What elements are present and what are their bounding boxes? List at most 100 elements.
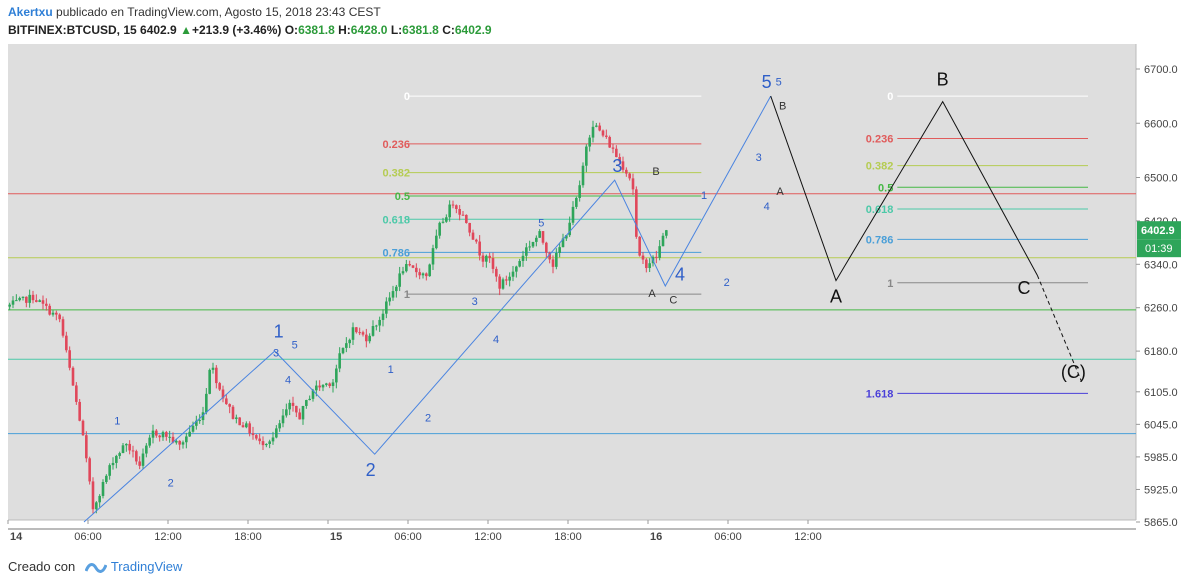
candle-body	[401, 271, 405, 274]
last-price: 6402.9	[140, 23, 177, 37]
candle-body	[628, 173, 631, 179]
candle-body	[441, 221, 445, 223]
candle-body	[661, 235, 665, 247]
candle-body	[395, 286, 398, 292]
candle-body	[8, 304, 11, 307]
y-tick-label: 5985.0	[1144, 452, 1178, 464]
candle-body	[191, 425, 195, 432]
candle-body	[448, 204, 451, 218]
y-tick-label: 6700.0	[1144, 64, 1178, 76]
candle-body	[331, 382, 335, 387]
candles-group	[8, 120, 668, 514]
elliott-wave-line	[83, 95, 772, 523]
y-tick-label: 5865.0	[1144, 517, 1178, 529]
x-tick-label: 16	[650, 531, 662, 543]
candle-body	[381, 313, 385, 320]
candle-body	[38, 300, 41, 302]
candle-body	[461, 214, 465, 216]
wave-label: 1	[114, 415, 120, 427]
wave-label: 4	[285, 375, 291, 387]
candle-body	[198, 420, 201, 422]
price-chart[interactable]: 6700.06600.06500.06420.06340.06260.06180…	[0, 44, 1188, 550]
candle-body	[418, 272, 421, 276]
current-price-label: 6402.9	[1141, 225, 1175, 237]
correction-line	[770, 95, 1038, 282]
candle-body	[315, 385, 318, 391]
candle-body	[11, 300, 15, 305]
candle-body	[165, 432, 168, 437]
candle-body	[365, 334, 368, 342]
wave-label: 5	[762, 72, 772, 92]
wave-label: B	[937, 69, 949, 89]
current-price-tag: 6402.9 01:39	[1137, 221, 1181, 258]
footer: Creado con TradingView	[8, 559, 182, 575]
candle-body	[178, 440, 181, 445]
wave-label: A	[776, 186, 784, 198]
candle-body	[588, 137, 591, 147]
tradingview-brand[interactable]: TradingView	[110, 559, 183, 574]
candle-body	[28, 294, 31, 303]
candle-body	[95, 502, 98, 510]
candle-body	[108, 465, 111, 476]
candle-body	[615, 148, 618, 158]
candle-body	[658, 246, 661, 258]
wave-label: 2	[724, 277, 730, 289]
wave-label: B	[779, 101, 786, 113]
candle-body	[171, 436, 175, 443]
candle-body	[655, 256, 658, 258]
wave-label: 5	[538, 217, 544, 229]
candle-body	[291, 402, 295, 406]
y-tick-label: 6500.0	[1144, 173, 1178, 185]
candle-body	[548, 252, 551, 260]
candle-body	[295, 405, 298, 413]
candle-body	[431, 248, 435, 265]
candle-body	[58, 314, 61, 320]
wave-label: 3	[472, 296, 478, 308]
candle-body	[71, 367, 75, 386]
candle-body	[51, 312, 55, 315]
candle-body	[201, 412, 205, 421]
candle-body	[445, 217, 448, 222]
candle-body	[261, 441, 265, 446]
wave-label: 1	[388, 364, 394, 376]
wave-label: 2	[168, 478, 174, 490]
wave-label: 1	[701, 190, 707, 202]
candle-body	[491, 258, 495, 269]
candle-body	[208, 369, 211, 394]
candle-body	[398, 273, 401, 287]
candle-body	[475, 239, 478, 242]
wave-label: 4	[675, 265, 685, 285]
candle-body	[511, 271, 515, 277]
author-name[interactable]: Akertxu	[8, 5, 53, 19]
x-tick-label: 14	[10, 531, 23, 543]
y-tick-label: 6045.0	[1144, 419, 1178, 431]
candle-body	[298, 412, 301, 420]
candle-body	[68, 350, 71, 368]
candle-body	[458, 209, 461, 215]
candle-body	[221, 389, 225, 399]
candle-body	[481, 255, 485, 262]
candle-body	[348, 339, 351, 344]
candle-body	[328, 383, 331, 387]
countdown-box	[1137, 239, 1181, 258]
candle-body	[271, 437, 275, 442]
candle-body	[175, 440, 178, 443]
candle-body	[168, 436, 171, 438]
candle-body	[228, 404, 231, 407]
created-with-label: Creado con	[8, 559, 76, 574]
candle-body	[131, 450, 135, 452]
candle-body	[425, 273, 428, 277]
open-value: 6381.8	[298, 23, 335, 37]
candle-body	[351, 327, 355, 340]
candle-body	[361, 332, 365, 335]
candle-body	[308, 398, 311, 401]
candle-body	[65, 335, 68, 351]
candle-body	[611, 147, 615, 149]
wave-label: 5	[776, 76, 782, 88]
candle-body	[311, 390, 315, 399]
candle-body	[468, 222, 471, 233]
candle-body	[528, 246, 531, 248]
candle-body	[578, 185, 581, 198]
candle-body	[618, 157, 621, 162]
candle-body	[561, 238, 565, 248]
